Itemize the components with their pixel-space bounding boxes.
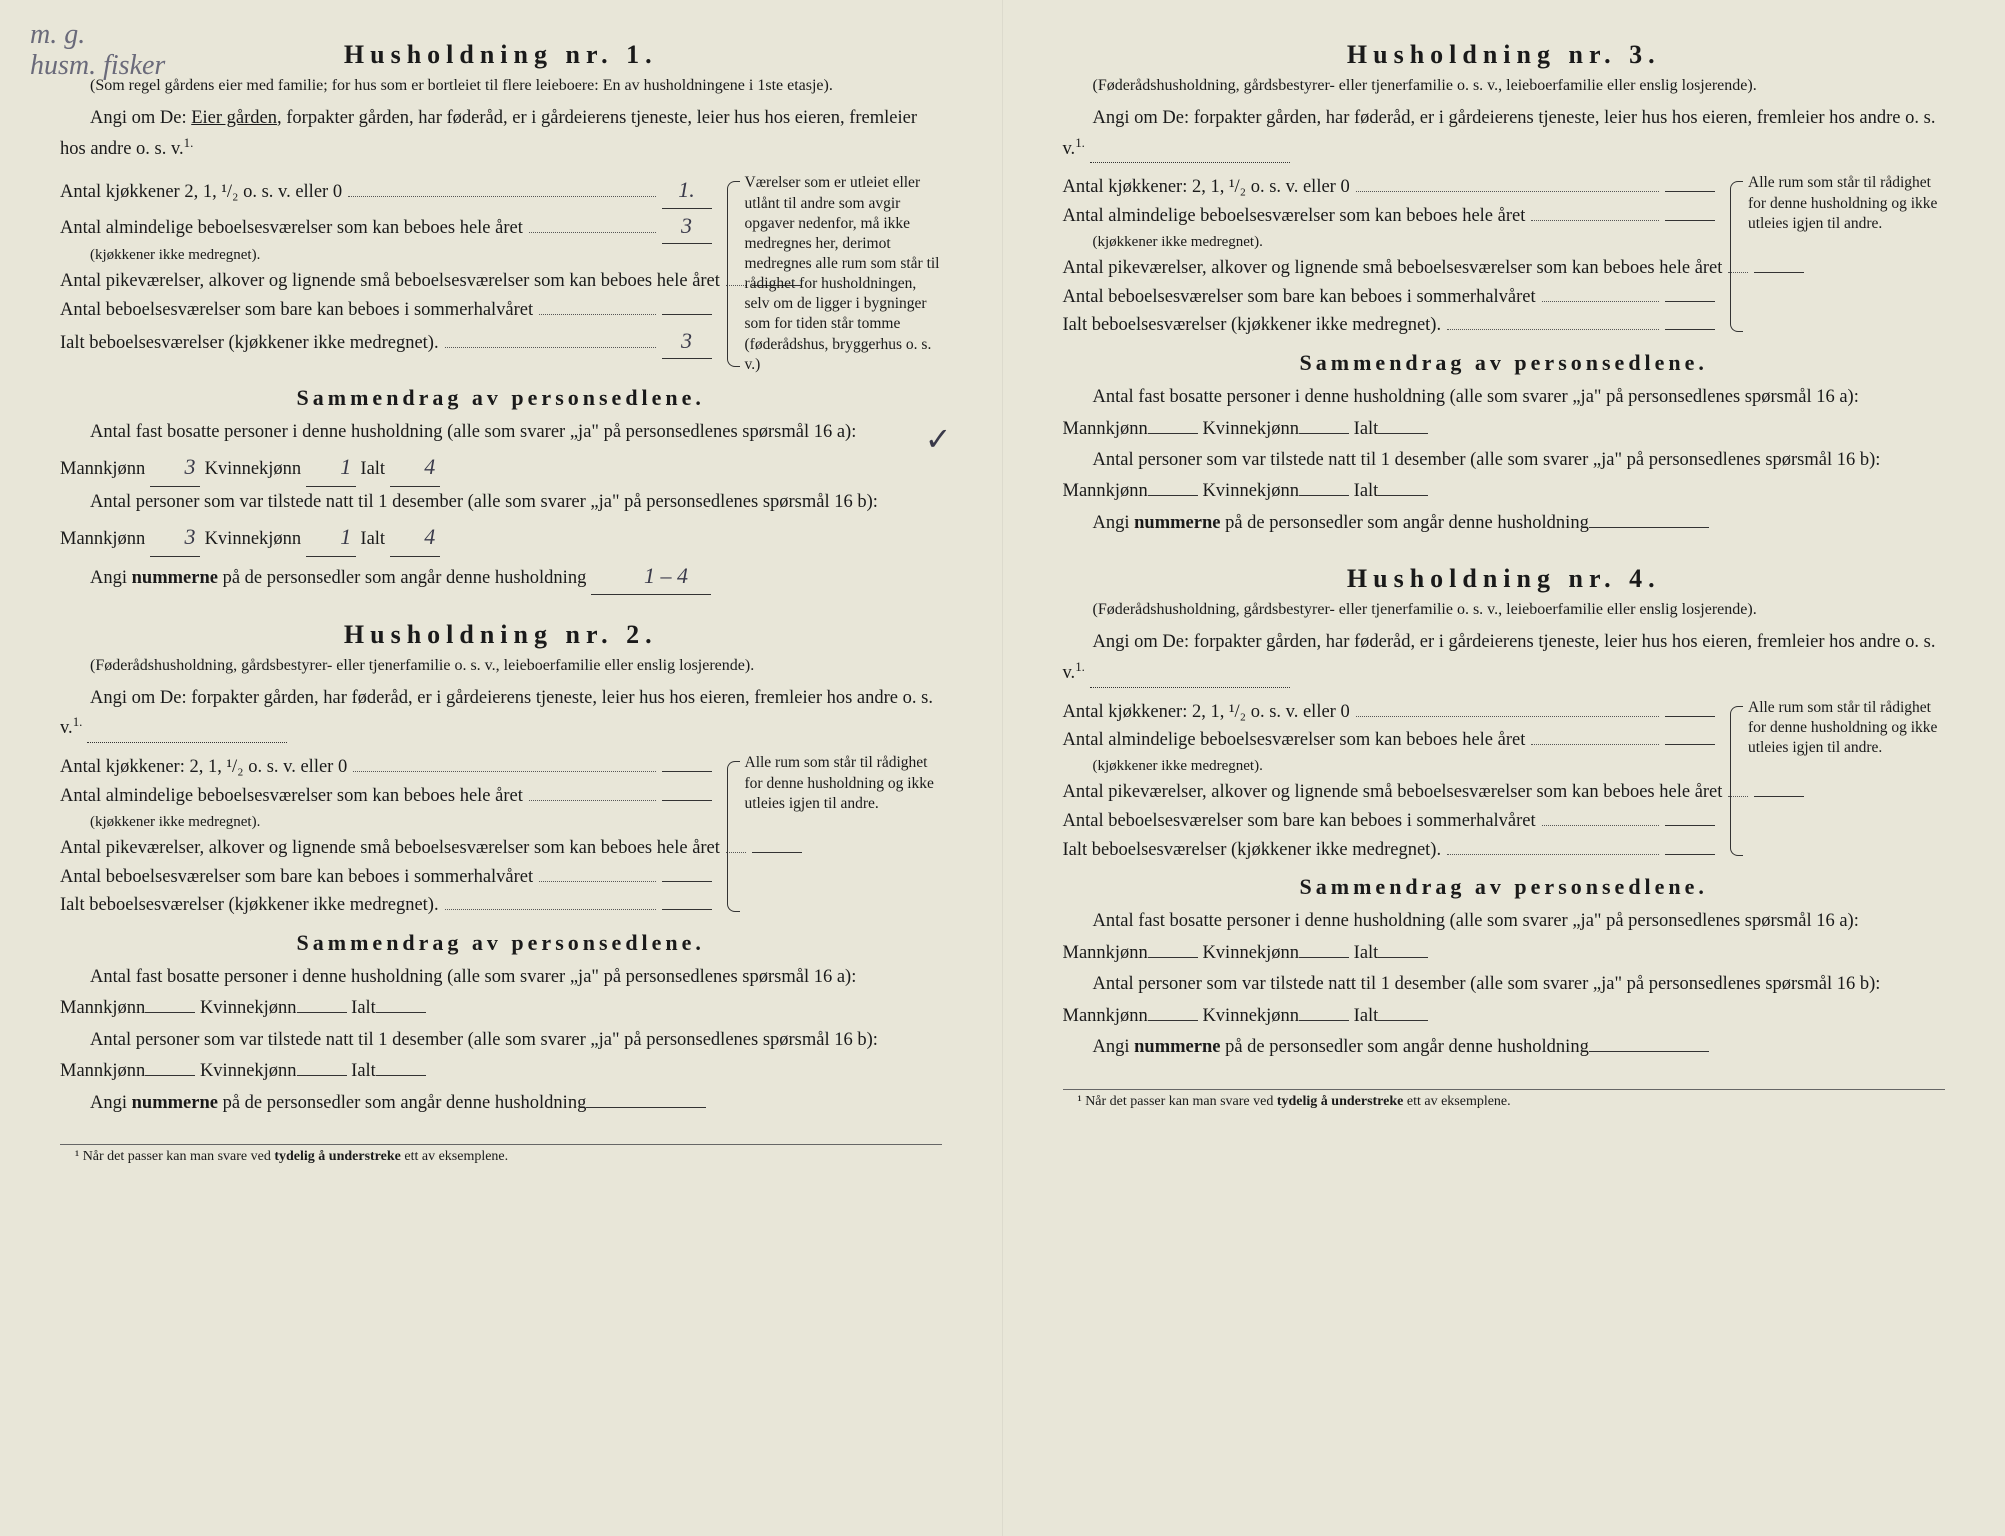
summary-numbers: Angi nummerne på de personsedler som ang… bbox=[60, 557, 942, 595]
instruction-line: Angi om De: forpakter gården, har føderå… bbox=[1063, 629, 1946, 688]
household-title: Husholdning nr. 1. bbox=[60, 40, 942, 70]
instruction-line: Angi om De: Eier gården, forpakter gårde… bbox=[60, 105, 942, 164]
total-count-a: 4 bbox=[390, 448, 440, 486]
footnote: ¹ Når det passer kan man svare ved tydel… bbox=[1063, 1089, 1946, 1110]
summer-rooms-row: Antal beboelsesværelser som bare kan beb… bbox=[1063, 807, 1716, 836]
total-rooms-row: Ialt beboelsesværelser (kjøkkener ikke m… bbox=[60, 324, 712, 359]
summary-title: Sammendrag av personsedlene. bbox=[60, 930, 942, 956]
maid-rooms-row: Antal pikeværelser, alkover og lignende … bbox=[60, 834, 712, 863]
household-2: Husholdning nr. 2. (Føderådshusholdning,… bbox=[60, 620, 942, 1119]
household-subtitle: (Føderådshusholdning, gårdsbestyrer- ell… bbox=[60, 656, 942, 677]
ordinary-rooms-row: Antal almindelige beboelsesværelser som … bbox=[60, 782, 712, 811]
summary-title: Sammendrag av personsedlene. bbox=[60, 385, 942, 411]
sidebar-note: Alle rum som står til rådighet for denne… bbox=[1730, 698, 1945, 865]
room-section: Antal kjøkkener: 2, 1, ¹/₂ o. s. v. elle… bbox=[1063, 698, 1946, 865]
ordinary-rooms-value: 3 bbox=[662, 209, 712, 244]
kitchens-value: 1. bbox=[662, 173, 712, 208]
household-title: Husholdning nr. 4. bbox=[1063, 564, 1946, 594]
footnote: ¹ Når det passer kan man svare ved tydel… bbox=[60, 1144, 942, 1165]
ordinary-rooms-row: Antal almindelige beboelsesværelser som … bbox=[1063, 726, 1716, 755]
male-count-b: 3 bbox=[150, 518, 200, 556]
ordinary-rooms-row: Antal almindelige beboelsesværelser som … bbox=[1063, 202, 1716, 231]
maid-rooms-row: Antal pikeværelser, alkover og lignende … bbox=[1063, 254, 1716, 283]
summary-16b: Antal personer som var tilstede natt til… bbox=[60, 1025, 942, 1088]
summary-title: Sammendrag av personsedlene. bbox=[1063, 350, 1946, 376]
kitchens-row: Antal kjøkkener 2, 1, ¹/₂ o. s. v. eller… bbox=[60, 173, 712, 208]
person-numbers: 1 – 4 bbox=[591, 557, 711, 595]
checkmark-icon: ✓ bbox=[895, 412, 952, 466]
total-rooms-row: Ialt beboelsesværelser (kjøkkener ikke m… bbox=[1063, 836, 1716, 865]
summer-rooms-row: Antal beboelsesværelser som bare kan beb… bbox=[60, 296, 712, 325]
household-subtitle: (Som regel gårdens eier med familie; for… bbox=[60, 76, 942, 97]
handwritten-annotation: m. g.husm. fisker bbox=[30, 20, 165, 82]
room-section: Antal kjøkkener: 2, 1, ¹/₂ o. s. v. elle… bbox=[1063, 173, 1946, 340]
female-count-b: 1 bbox=[306, 518, 356, 556]
summer-rooms-row: Antal beboelsesværelser som bare kan beb… bbox=[60, 863, 712, 892]
maid-rooms-row: Antal pikeværelser, alkover og lignende … bbox=[60, 267, 712, 296]
room-section: Antal kjøkkener 2, 1, ¹/₂ o. s. v. eller… bbox=[60, 173, 942, 374]
summary-numbers: Angi nummerne på de personsedler som ang… bbox=[1063, 508, 1946, 539]
summary-numbers: Angi nummerne på de personsedler som ang… bbox=[1063, 1032, 1946, 1063]
summary-16a: Antal fast bosatte personer i denne hush… bbox=[1063, 906, 1946, 969]
total-rooms-value: 3 bbox=[662, 324, 712, 359]
kitchens-row: Antal kjøkkener: 2, 1, ¹/₂ o. s. v. elle… bbox=[1063, 173, 1716, 202]
male-count-a: 3 bbox=[150, 448, 200, 486]
right-page: Husholdning nr. 3. (Føderådshusholdning,… bbox=[1003, 0, 2005, 1536]
summary-16a: Antal fast bosatte personer i denne hush… bbox=[60, 417, 942, 487]
summary-16b: Antal personer som var tilstede natt til… bbox=[60, 487, 942, 557]
total-count-b: 4 bbox=[390, 518, 440, 556]
underlined-option: Eier gården bbox=[191, 108, 277, 128]
household-subtitle: (Føderådshusholdning, gårdsbestyrer- ell… bbox=[1063, 600, 1946, 621]
instruction-line: Angi om De: forpakter gården, har føderå… bbox=[1063, 105, 1946, 164]
summary-16a: Antal fast bosatte personer i denne hush… bbox=[1063, 382, 1946, 445]
household-subtitle: (Føderådshusholdning, gårdsbestyrer- ell… bbox=[1063, 76, 1946, 97]
sidebar-note: Alle rum som står til rådighet for denne… bbox=[727, 753, 942, 920]
summer-rooms-value bbox=[662, 314, 712, 315]
summary-numbers: Angi nummerne på de personsedler som ang… bbox=[60, 1088, 942, 1119]
sublabel: (kjøkkener ikke medregnet). bbox=[90, 244, 260, 267]
kitchens-row: Antal kjøkkener: 2, 1, ¹/₂ o. s. v. elle… bbox=[60, 753, 712, 782]
sidebar-note: Alle rum som står til rådighet for denne… bbox=[1730, 173, 1945, 340]
total-rooms-row: Ialt beboelsesværelser (kjøkkener ikke m… bbox=[60, 891, 712, 920]
household-title: Husholdning nr. 2. bbox=[60, 620, 942, 650]
household-4: Husholdning nr. 4. (Føderådshusholdning,… bbox=[1063, 564, 1946, 1063]
summary-16a: Antal fast bosatte personer i denne hush… bbox=[60, 962, 942, 1025]
household-1: Husholdning nr. 1. (Som regel gårdens ei… bbox=[60, 40, 942, 595]
summer-rooms-row: Antal beboelsesværelser som bare kan beb… bbox=[1063, 283, 1716, 312]
instruction-line: Angi om De: forpakter gården, har føderå… bbox=[60, 685, 942, 744]
kitchens-row: Antal kjøkkener: 2, 1, ¹/₂ o. s. v. elle… bbox=[1063, 698, 1716, 727]
total-rooms-row: Ialt beboelsesværelser (kjøkkener ikke m… bbox=[1063, 311, 1716, 340]
household-3: Husholdning nr. 3. (Føderådshusholdning,… bbox=[1063, 40, 1946, 539]
left-page: m. g.husm. fisker Husholdning nr. 1. (So… bbox=[0, 0, 1003, 1536]
summary-16b: Antal personer som var tilstede natt til… bbox=[1063, 969, 1946, 1032]
ordinary-rooms-row: Antal almindelige beboelsesværelser som … bbox=[60, 209, 712, 244]
sidebar-note: Værelser som er utleiet eller utlånt til… bbox=[727, 173, 942, 374]
summary-16b: Antal personer som var tilstede natt til… bbox=[1063, 445, 1946, 508]
household-title: Husholdning nr. 3. bbox=[1063, 40, 1946, 70]
female-count-a: 1 bbox=[306, 448, 356, 486]
room-section: Antal kjøkkener: 2, 1, ¹/₂ o. s. v. elle… bbox=[60, 753, 942, 920]
maid-rooms-row: Antal pikeværelser, alkover og lignende … bbox=[1063, 778, 1716, 807]
summary-title: Sammendrag av personsedlene. bbox=[1063, 874, 1946, 900]
